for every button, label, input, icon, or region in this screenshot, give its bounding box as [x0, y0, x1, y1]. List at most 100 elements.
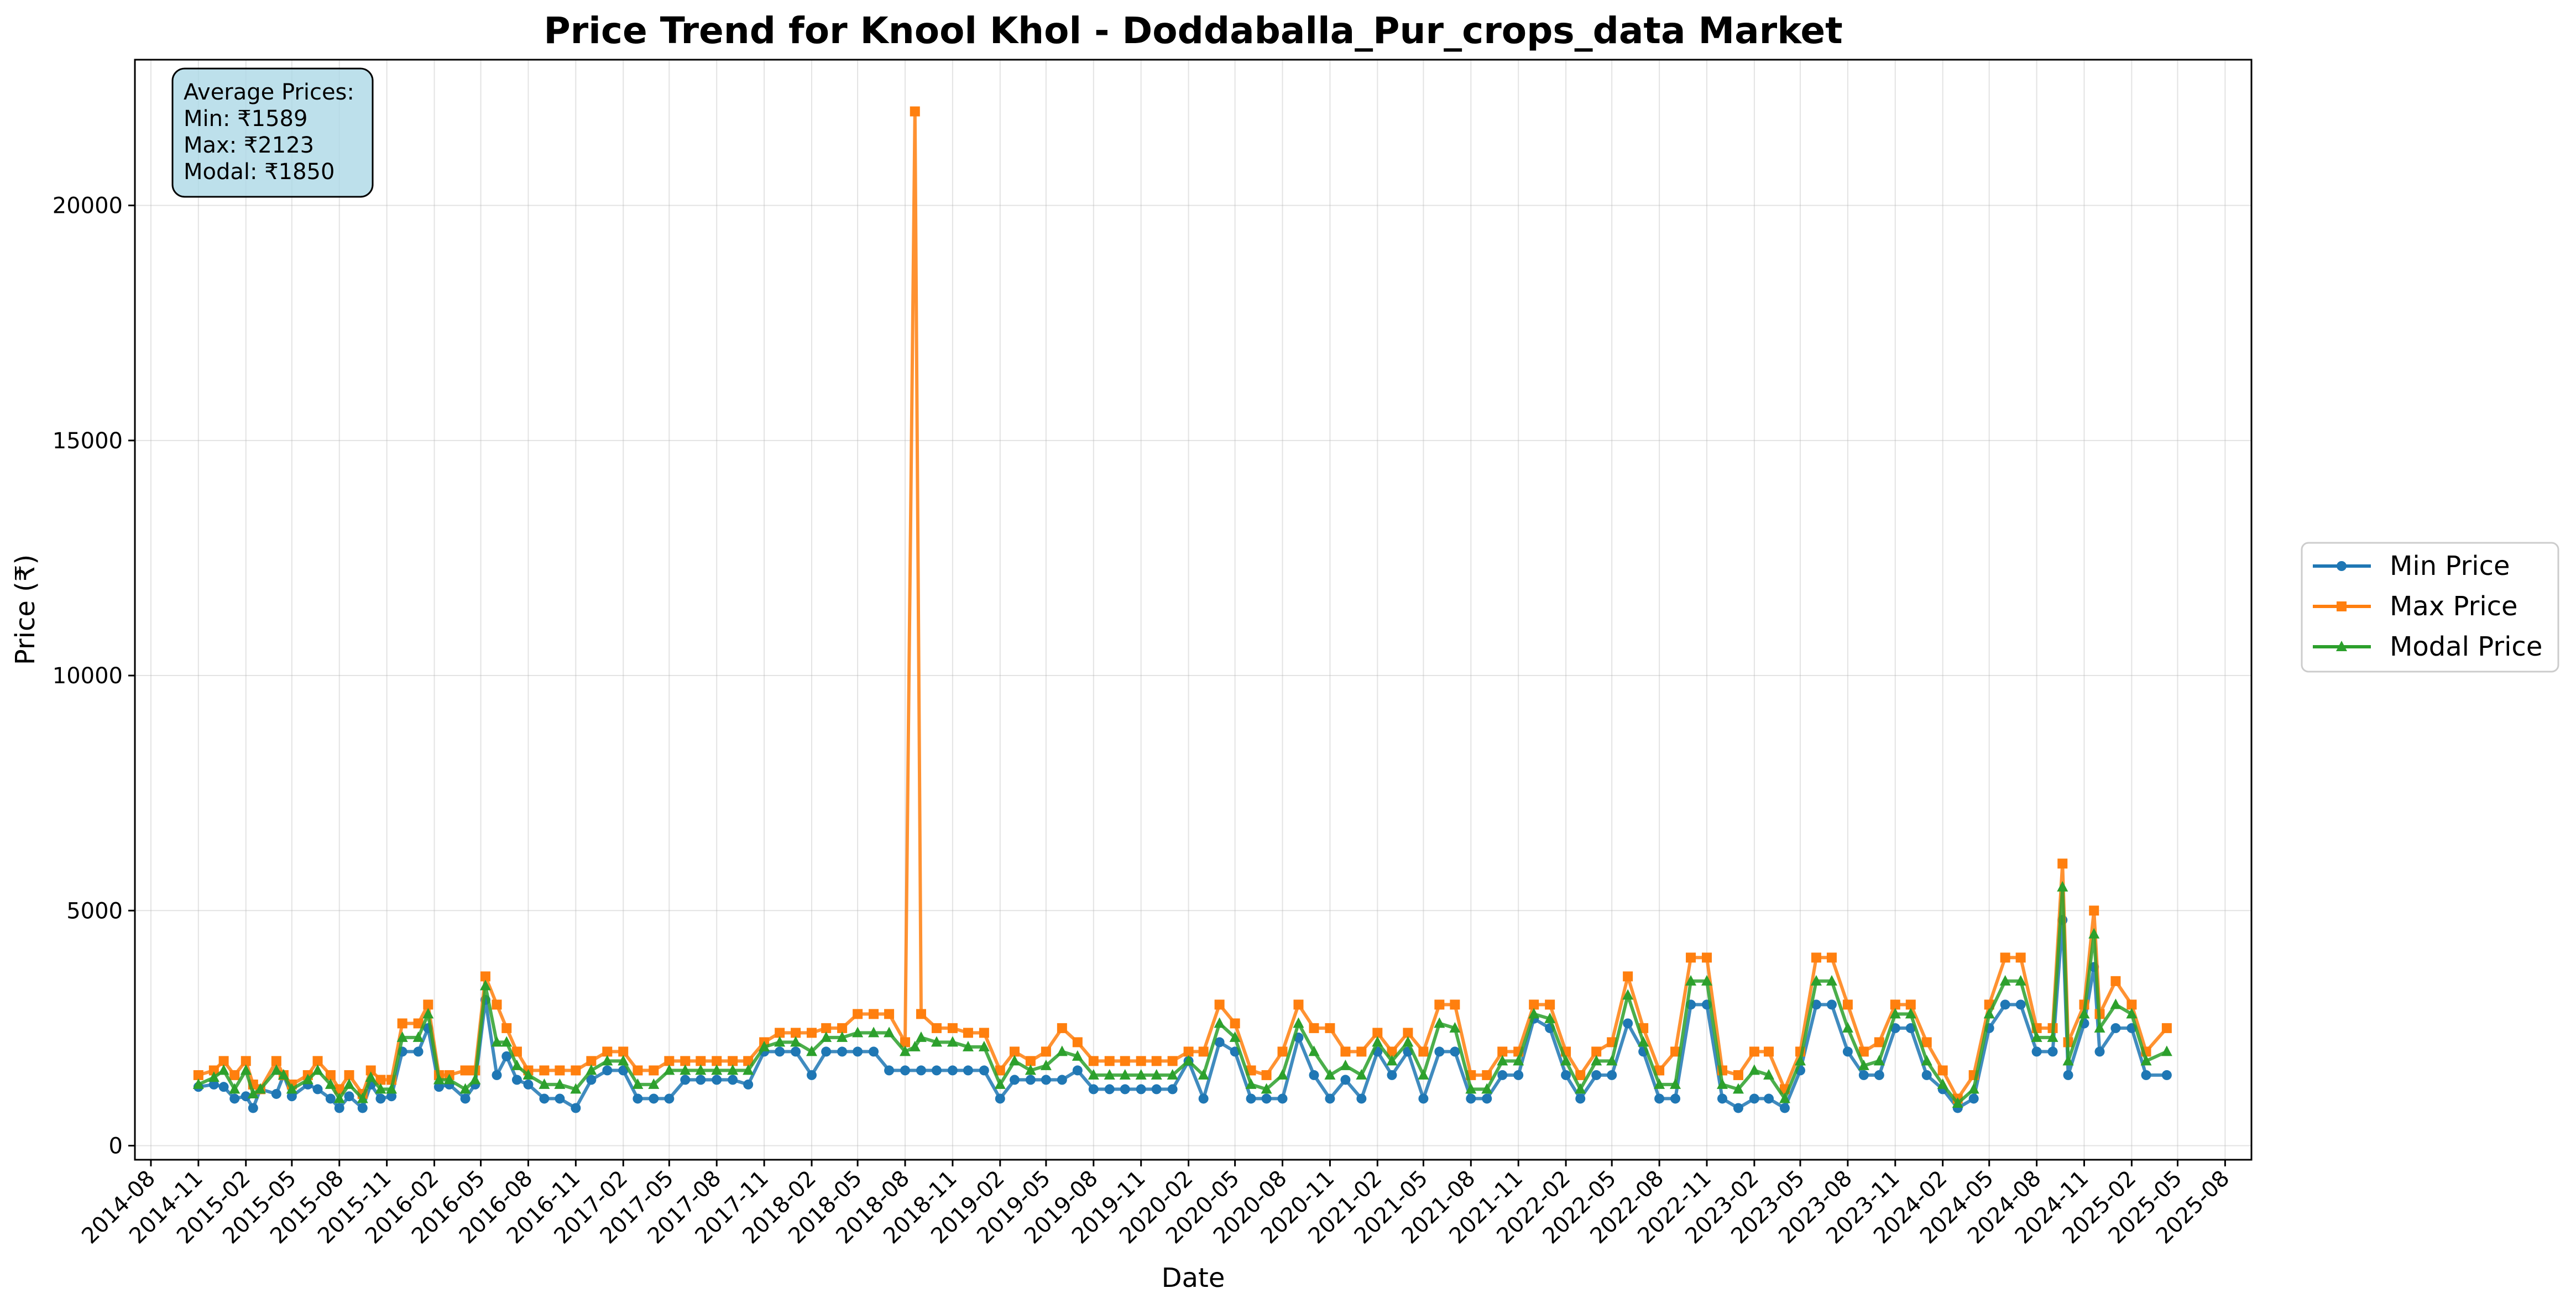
modal-price-point — [1465, 1083, 1477, 1094]
modal-price-point — [2094, 1022, 2105, 1033]
max-price-point — [743, 1056, 754, 1066]
min-price-point — [1277, 1093, 1288, 1104]
modal-price-point — [1372, 1036, 1383, 1047]
max-price-point — [1230, 1018, 1240, 1029]
min-price-point — [1749, 1093, 1759, 1104]
modal-price-point — [459, 1083, 471, 1094]
max-price-point — [325, 1070, 336, 1080]
y-tick-label: 20000 — [53, 193, 123, 219]
modal-price-point — [695, 1064, 707, 1075]
modal-price-point — [1481, 1083, 1493, 1094]
modal-price-point — [909, 1040, 921, 1051]
modal-price-point — [302, 1074, 313, 1085]
max-price-point — [1764, 1046, 1774, 1057]
modal-price-point — [1308, 1045, 1320, 1056]
modal-price-point — [570, 1083, 582, 1094]
min-price-point — [1764, 1093, 1774, 1104]
min-price-point — [271, 1088, 281, 1099]
max-price-point — [837, 1023, 848, 1033]
average-prices-box: Average Prices: Min: ₹1589 Max: ₹2123 Mo… — [171, 67, 374, 198]
modal-price-point — [422, 1008, 434, 1019]
min-price-point — [821, 1046, 832, 1057]
max-price-point — [229, 1070, 240, 1080]
min-price-point — [1607, 1070, 1617, 1080]
max-price-point — [2057, 858, 2068, 869]
max-price-point — [1623, 971, 1633, 982]
modal-price-point — [1983, 1008, 1995, 1019]
max-price-point — [1654, 1065, 1665, 1076]
max-price-point — [1529, 999, 1539, 1010]
min-price-point — [1088, 1084, 1099, 1095]
max-price-point — [1057, 1023, 1067, 1033]
max-price-point — [1151, 1056, 1162, 1066]
min-price-point — [1497, 1070, 1508, 1080]
min-price-point — [2000, 999, 2010, 1010]
modal-price-point — [790, 1036, 802, 1047]
min-price-point — [2063, 1070, 2073, 1080]
modal-price-point — [821, 1031, 832, 1042]
min-price-point — [1246, 1093, 1256, 1104]
min-price-point — [2031, 1046, 2042, 1057]
modal-price-point — [1575, 1083, 1586, 1094]
max-price-point — [1874, 1037, 1884, 1048]
min-price-point — [2161, 1070, 2172, 1080]
min-price-point — [2110, 1023, 2121, 1033]
modal-price-point — [554, 1078, 566, 1089]
max-price-point — [539, 1065, 550, 1076]
min-price-point — [963, 1065, 973, 1076]
max-price-point — [586, 1056, 597, 1066]
chart-title: Price Trend for Knool Khol - Doddaballa_… — [544, 9, 1842, 52]
modal-price-point — [1198, 1069, 1209, 1080]
max-price-point — [947, 1023, 958, 1033]
modal-price-point — [915, 1031, 927, 1042]
modal-price-point — [1402, 1036, 1414, 1047]
modal-price-point — [2062, 1055, 2074, 1066]
max-price-point — [1937, 1065, 1948, 1076]
modal-price-point — [1434, 1017, 1445, 1028]
max-price-point — [853, 1009, 863, 1019]
max-price-point — [1120, 1056, 1130, 1066]
y-axis-ticks: 0 5000 10000 15000 20000 — [53, 193, 135, 1159]
modal-price-point — [1104, 1069, 1115, 1080]
modal-price-point — [1842, 1022, 1853, 1033]
min-price-point — [869, 1046, 879, 1057]
modal-price-point — [663, 1064, 675, 1075]
modal-price-point — [1135, 1069, 1147, 1080]
min-price-point — [1120, 1084, 1130, 1095]
min-price-point — [1874, 1070, 1884, 1080]
min-price-point — [1198, 1093, 1209, 1104]
max-price-point — [218, 1056, 229, 1066]
min-price-point — [1513, 1070, 1524, 1080]
min-price-point — [1041, 1075, 1051, 1085]
max-price-point — [1733, 1070, 1743, 1080]
min-price-point — [586, 1075, 597, 1085]
min-price-point — [218, 1082, 229, 1092]
modal-price-point — [1889, 1008, 1901, 1019]
modal-price-point — [1622, 989, 1634, 1000]
modal-price-point — [469, 1074, 481, 1085]
max-price-point — [1136, 1056, 1146, 1066]
modal-price-point — [247, 1087, 259, 1098]
modal-price-point — [1810, 975, 1822, 986]
max-price-point — [1497, 1046, 1508, 1057]
max-price-point — [312, 1056, 323, 1066]
max-price-point — [1842, 999, 1853, 1010]
y-tick-label: 15000 — [53, 428, 123, 454]
y-tick-label: 10000 — [53, 663, 123, 689]
max-price-point — [602, 1046, 613, 1057]
max-price-point — [1418, 1046, 1429, 1057]
max-price-point — [365, 1065, 376, 1076]
min-price-point — [947, 1065, 958, 1076]
modal-price-point — [1560, 1055, 1572, 1066]
min-price-point — [743, 1079, 754, 1090]
min-price-point — [1670, 1093, 1681, 1104]
min-price-point — [1214, 1037, 1225, 1048]
y-tick-label: 5000 — [66, 898, 123, 924]
min-price-point — [633, 1093, 643, 1104]
modal-price-point — [375, 1083, 386, 1094]
max-price-point — [2000, 952, 2010, 963]
max-price-point — [775, 1028, 785, 1038]
max-price-point — [807, 1028, 817, 1038]
min-price-point — [1104, 1084, 1115, 1095]
